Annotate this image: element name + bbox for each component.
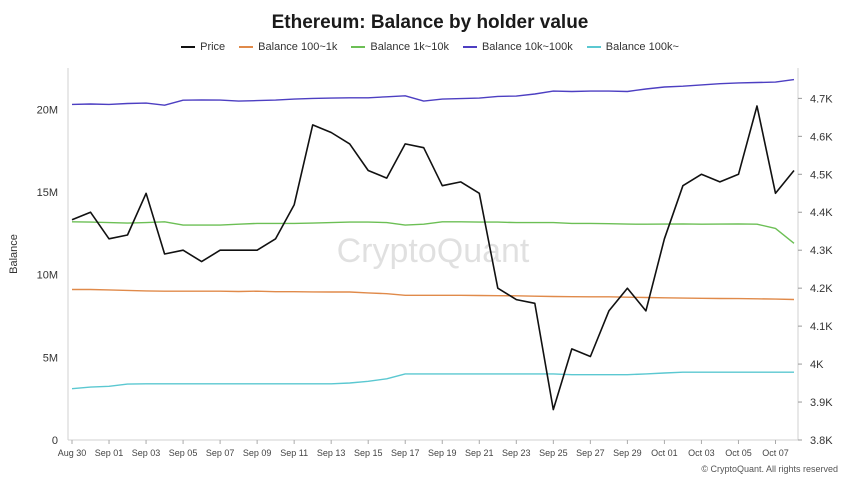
y-right-tick-label: 4.7K bbox=[810, 93, 833, 105]
x-tick-label: Sep 05 bbox=[169, 448, 198, 458]
legend-swatch-balance-100-1k bbox=[239, 46, 254, 48]
legend-label-balance-10k-100k: Balance 10k~100k bbox=[481, 41, 573, 53]
x-tick-label: Sep 19 bbox=[428, 448, 457, 458]
y-right-tick-label: 4.3K bbox=[810, 245, 833, 257]
x-tick-label: Oct 01 bbox=[651, 448, 678, 458]
x-tick-label: Aug 30 bbox=[58, 448, 87, 458]
y-left-tick-label: 0 bbox=[52, 435, 58, 447]
legend-label-balance-1k-10k: Balance 1k~10k bbox=[370, 41, 449, 53]
y-right-tick-label: 4.1K bbox=[810, 321, 833, 333]
legend-swatch-balance-100k bbox=[586, 46, 601, 48]
legend: Price Balance 100~1k Balance 1k~10k Bala… bbox=[0, 41, 860, 53]
y-right-tick-label: 4.2K bbox=[810, 283, 833, 295]
legend-swatch-balance-1k-10k bbox=[351, 46, 366, 48]
y-left-tick-label: 20M bbox=[37, 104, 58, 116]
x-tick-label: Sep 09 bbox=[243, 448, 272, 458]
y-right-tick-label: 3.8K bbox=[810, 435, 833, 447]
series-line-balance-10k-100k bbox=[71, 78, 795, 106]
series-line-balance-100-1k bbox=[72, 288, 795, 301]
series-line-balance-100k bbox=[71, 371, 794, 390]
y-right-tick-label: 4.4K bbox=[810, 207, 833, 219]
legend-item-balance-10k-100k[interactable]: Balance 10k~100k bbox=[462, 41, 573, 53]
legend-swatch-balance-10k-100k bbox=[462, 46, 477, 48]
legend-label-balance-100-1k: Balance 100~1k bbox=[258, 41, 338, 53]
legend-swatch-price bbox=[181, 46, 196, 48]
x-tick-label: Sep 07 bbox=[206, 448, 235, 458]
legend-label-price: Price bbox=[200, 41, 226, 53]
legend-item-balance-100k[interactable]: Balance 100k~ bbox=[586, 41, 679, 53]
y-left-tick-label: 10M bbox=[37, 270, 58, 282]
series-line-price bbox=[71, 105, 795, 411]
x-tick-label: Sep 23 bbox=[502, 448, 531, 458]
x-tick-label: Sep 29 bbox=[613, 448, 642, 458]
x-tick-label: Sep 17 bbox=[391, 448, 420, 458]
legend-item-balance-1k-10k[interactable]: Balance 1k~10k bbox=[351, 41, 449, 53]
y-left-tick-label: 15M bbox=[37, 187, 58, 199]
x-tick-label: Sep 11 bbox=[280, 448, 308, 458]
chart-title: Ethereum: Balance by holder value bbox=[271, 12, 589, 33]
copyright-text: © CryptoQuant. All rights reserved bbox=[701, 464, 838, 474]
x-tick-label: Sep 03 bbox=[132, 448, 161, 458]
x-tick-label: Sep 01 bbox=[95, 448, 124, 458]
y-right-tick-label: 4.6K bbox=[810, 131, 833, 143]
x-tick-label: Oct 03 bbox=[688, 448, 715, 458]
legend-item-price[interactable]: Price bbox=[181, 41, 225, 53]
x-tick-label: Sep 27 bbox=[576, 448, 605, 458]
x-tick-label: Sep 15 bbox=[354, 448, 383, 458]
y-right-tick-label: 4.5K bbox=[810, 169, 833, 181]
x-tick-label: Oct 05 bbox=[725, 448, 752, 458]
y-left-tick-label: 5M bbox=[43, 352, 58, 364]
x-tick-label: Oct 07 bbox=[762, 448, 789, 458]
legend-item-balance-100-1k[interactable]: Balance 100~1k bbox=[239, 41, 337, 53]
x-tick-label: Sep 13 bbox=[317, 448, 346, 458]
legend-label-balance-100k: Balance 100k~ bbox=[605, 41, 679, 53]
x-tick-label: Sep 21 bbox=[465, 448, 494, 458]
series-line-balance-1k-10k bbox=[71, 221, 795, 244]
y-right-tick-label: 4K bbox=[810, 359, 824, 371]
watermark: CryptoQuant bbox=[337, 232, 530, 270]
x-tick-label: Sep 25 bbox=[539, 448, 568, 458]
y-right-tick-label: 3.9K bbox=[810, 397, 833, 409]
